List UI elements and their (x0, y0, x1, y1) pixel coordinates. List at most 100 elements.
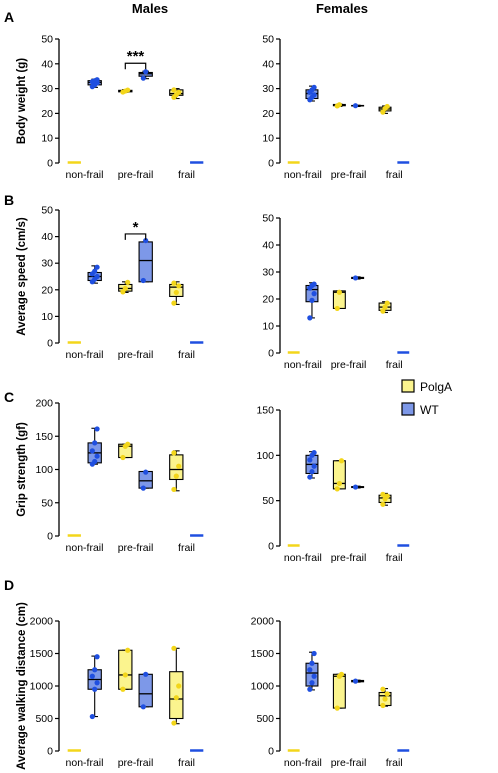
data-point (309, 680, 315, 686)
box-wt-pre-frail (351, 678, 365, 684)
y-tick-label: 0 (47, 531, 53, 543)
column-title-females: Females (316, 1, 368, 16)
data-point (334, 486, 340, 492)
chart-panel-b-males: 0 10 20 30 40 50 Average speed (cm/s) non-frail… (16, 205, 204, 361)
data-point (380, 702, 386, 709)
data-point (336, 289, 342, 295)
data-point (309, 469, 315, 475)
y-tick-label: 50 (262, 213, 274, 225)
box-wt-non-frail (87, 426, 102, 467)
data-point (311, 463, 317, 469)
y-tick-label: 30 (262, 83, 274, 95)
data-point (89, 713, 95, 720)
y-tick-label: 30 (262, 267, 274, 279)
y-tick-label: 10 (41, 133, 53, 145)
data-point (176, 683, 182, 689)
box-wt-non-frail (305, 84, 319, 103)
data-point (336, 102, 342, 108)
data-point (334, 705, 340, 711)
legend-label-polga: PolgA (420, 380, 452, 394)
chart-panel-b-females: 0 10 20 30 40 50 non-frail pre-frail frail (262, 213, 410, 371)
data-point (173, 289, 179, 296)
data-point (336, 480, 342, 487)
data-point (382, 696, 388, 702)
y-tick-label: 0 (268, 746, 274, 758)
legend-swatch-polga (401, 379, 415, 393)
x-tick-label: frail (386, 359, 403, 371)
x-tick-label: non-frail (66, 169, 104, 181)
row-letter-d: D (4, 577, 14, 593)
y-tick-label: 0 (268, 541, 274, 553)
data-point (92, 458, 98, 465)
row-letter-c: C (4, 389, 14, 405)
box-wt-pre-frail (351, 275, 365, 281)
x-tick-label: non-frail (66, 757, 104, 769)
data-point (89, 673, 95, 679)
data-point (143, 469, 149, 475)
data-point (94, 264, 100, 270)
data-point (92, 686, 98, 692)
significance-bracket (124, 62, 147, 70)
y-tick-label: 0 (47, 158, 53, 170)
data-point (94, 77, 100, 83)
box-polga-pre-frail (118, 647, 133, 692)
box-wt-pre-frail (138, 69, 153, 81)
box-polga-frail (378, 491, 392, 507)
data-point (352, 484, 359, 490)
box-wt-non-frail (305, 450, 319, 480)
chart-panel-c-females: 0 50 100 150 non-frail pre-frail frail (256, 405, 410, 564)
data-point (311, 450, 317, 456)
data-point (94, 453, 100, 459)
y-axis-label: Average walking distance (cm) (16, 602, 28, 770)
row-letter-a: A (4, 9, 14, 25)
data-point (125, 279, 131, 285)
box-polga-frail (378, 686, 392, 709)
data-point (307, 474, 313, 480)
box-polga-pre-frail (332, 671, 346, 711)
box-polga-pre-frail (332, 102, 346, 109)
box-polga-frail (169, 87, 184, 100)
box-body (169, 671, 184, 720)
x-tick-label: frail (178, 757, 195, 769)
y-tick-label: 40 (41, 231, 53, 243)
data-point (171, 720, 177, 726)
significance-bracket (124, 233, 147, 240)
box-wt-non-frail (305, 650, 319, 692)
y-tick-label: 500 (35, 713, 53, 725)
data-point (173, 695, 179, 701)
y-tick-label: 50 (41, 497, 53, 509)
y-tick-label: 10 (262, 133, 274, 145)
y-axis-label: Grip strength (gf) (16, 422, 28, 517)
data-point (311, 84, 317, 90)
data-point (125, 647, 131, 653)
y-axis-label: Average speed (cm/s) (16, 217, 28, 336)
data-point (380, 491, 386, 497)
data-point (380, 686, 386, 692)
data-point (94, 426, 100, 432)
box-wt-non-frail (87, 264, 102, 285)
chart-panel-a-females: 0 10 20 30 40 50 non-frail pre-frail frail (262, 34, 410, 181)
data-point (171, 486, 177, 493)
data-point (125, 441, 131, 447)
y-tick-label: 20 (262, 294, 274, 306)
data-point (309, 660, 315, 666)
x-tick-label: pre-frail (118, 349, 154, 361)
data-point (384, 691, 390, 697)
y-tick-label: 150 (35, 431, 53, 443)
data-point (352, 678, 359, 684)
box-body (118, 649, 133, 690)
data-point (384, 300, 390, 306)
data-point (311, 291, 317, 297)
data-point (171, 450, 177, 456)
y-tick-label: 10 (41, 311, 53, 323)
y-tick-label: 50 (41, 34, 53, 46)
data-point (143, 237, 149, 244)
box-body (332, 673, 346, 709)
x-tick-label: pre-frail (331, 552, 367, 564)
y-tick-label: 100 (35, 464, 53, 476)
box-polga-pre-frail (118, 441, 133, 461)
chart-panel-d-females: 0 500 1000 1500 2000 non-frail pre-frail frail (251, 616, 410, 769)
box-body (138, 673, 153, 708)
y-tick-label: 30 (41, 258, 53, 270)
legend-swatch-wt (401, 402, 415, 416)
